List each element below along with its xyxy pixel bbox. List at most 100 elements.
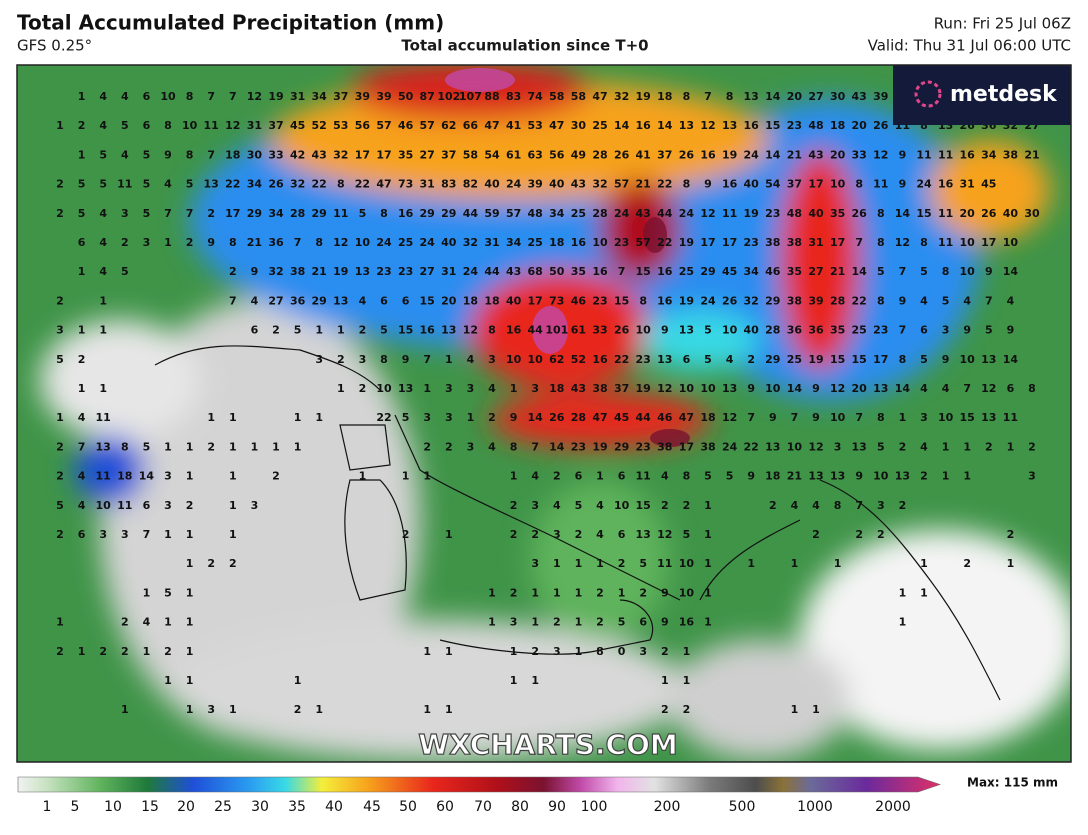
grid-value: 3 — [834, 440, 842, 453]
grid-value: 5 — [56, 353, 64, 366]
grid-value: 25 — [787, 353, 802, 366]
grid-value: 13 — [636, 528, 651, 541]
grid-value: 2 — [56, 294, 64, 307]
grid-value: 20 — [852, 119, 868, 132]
grid-value: 10 — [679, 557, 695, 570]
grid-value: 3 — [639, 645, 647, 658]
grid-value: 34 — [247, 178, 263, 191]
grid-value: 22 — [376, 411, 391, 424]
grid-value: 23 — [592, 294, 607, 307]
grid-value: 10 — [506, 353, 522, 366]
grid-value: 2 — [899, 499, 907, 512]
grid-value: 8 — [186, 148, 194, 161]
grid-value: 7 — [985, 294, 993, 307]
grid-value: 11 — [938, 148, 953, 161]
grid-value: 40 — [744, 324, 760, 337]
grid-value: 23 — [636, 353, 651, 366]
grid-value: 13 — [722, 119, 737, 132]
run-time: Run: Fri 25 Jul 06Z — [934, 15, 1071, 33]
grid-value: 3 — [553, 645, 561, 658]
grid-value: 1 — [229, 411, 237, 424]
grid-value: 6 — [143, 119, 151, 132]
grid-value: 5 — [56, 499, 64, 512]
grid-value: 10 — [679, 382, 695, 395]
grid-value: 4 — [121, 148, 129, 161]
grid-value: 8 — [596, 645, 604, 658]
grid-value: 5 — [942, 294, 950, 307]
grid-value: 8 — [229, 236, 237, 249]
grid-value: 34 — [549, 207, 565, 220]
grid-value: 25 — [528, 236, 543, 249]
grid-value: 15 — [636, 499, 651, 512]
grid-value: 2 — [78, 353, 86, 366]
grid-value: 1 — [315, 324, 323, 337]
grid-value: 1 — [143, 645, 151, 658]
grid-value: 14 — [549, 440, 565, 453]
grid-value: 19 — [679, 236, 694, 249]
grid-value: 42 — [290, 148, 305, 161]
grid-value: 25 — [571, 207, 586, 220]
grid-value: 12 — [808, 440, 823, 453]
map-frame — [16, 64, 1072, 763]
grid-value: 66 — [463, 119, 479, 132]
grid-value: 46 — [398, 119, 414, 132]
grid-value: 17 — [981, 236, 996, 249]
grid-value: 24 — [614, 207, 630, 220]
grid-value: 19 — [268, 90, 283, 103]
grid-value: 52 — [312, 119, 327, 132]
grid-value: 16 — [960, 148, 976, 161]
grid-value: 57 — [376, 119, 391, 132]
grid-value: 4 — [791, 499, 799, 512]
grid-value: 7 — [229, 294, 237, 307]
grid-value: 1 — [531, 674, 539, 687]
grid-value: 10 — [938, 411, 954, 424]
grid-value: 19 — [636, 382, 651, 395]
grid-value: 40 — [506, 294, 522, 307]
grid-value: 1 — [942, 470, 950, 483]
grid-value: 3 — [531, 499, 539, 512]
grid-value: 32 — [614, 90, 629, 103]
grid-value: 1 — [834, 557, 842, 570]
grid-value: 22 — [657, 236, 672, 249]
grid-value: 2 — [553, 470, 561, 483]
grid-value: 5 — [985, 324, 993, 337]
logo-box — [893, 65, 1071, 125]
grid-value: 40 — [484, 178, 500, 191]
grid-value: 22 — [657, 178, 672, 191]
grid-value: 33 — [268, 148, 283, 161]
grid-value: 12 — [722, 411, 737, 424]
grid-value: 21 — [830, 265, 845, 278]
grid-value: 2 — [56, 440, 64, 453]
grid-value: 29 — [614, 440, 629, 453]
grid-value: 17 — [873, 353, 888, 366]
grid-value: 26 — [722, 294, 738, 307]
grid-value: 2 — [510, 528, 518, 541]
grid-value: 10 — [592, 236, 608, 249]
grid-value: 8 — [834, 499, 842, 512]
grid-value: 31 — [420, 178, 435, 191]
grid-value: 13 — [398, 382, 413, 395]
grid-value: 0 — [618, 645, 626, 658]
grid-value: 58 — [463, 148, 478, 161]
grid-value: 40 — [1003, 207, 1019, 220]
grid-value: 1 — [683, 674, 691, 687]
grid-value: 20 — [787, 90, 803, 103]
grid-value: 15 — [636, 265, 651, 278]
grid-value: 25 — [592, 119, 607, 132]
grid-value: 3 — [251, 499, 259, 512]
grid-value: 58 — [571, 90, 586, 103]
grid-value: 3 — [445, 382, 453, 395]
grid-value: 3 — [164, 499, 172, 512]
grid-value: 31 — [960, 178, 975, 191]
grid-value: 107 — [459, 90, 482, 103]
grid-value: 46 — [571, 294, 587, 307]
grid-value: 10 — [960, 265, 976, 278]
grid-value: 45 — [981, 178, 996, 191]
grid-value: 32 — [290, 178, 305, 191]
grid-value: 22 — [312, 178, 327, 191]
grid-value: 3 — [99, 528, 107, 541]
grid-value: 7 — [618, 265, 626, 278]
grid-value: 6 — [78, 236, 86, 249]
grid-value: 5 — [920, 265, 928, 278]
